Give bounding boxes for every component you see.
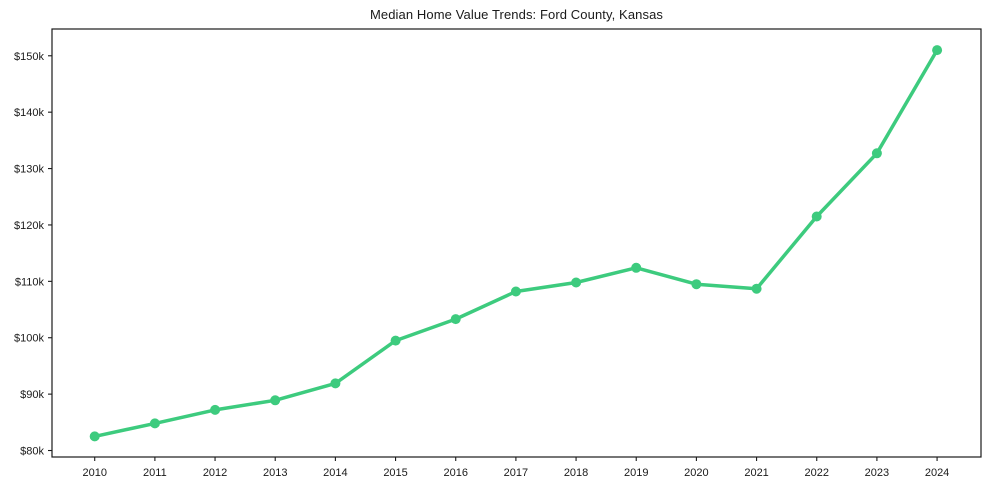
y-tick-label: $80k xyxy=(20,446,44,458)
data-point xyxy=(390,335,401,346)
x-tick-label: 2019 xyxy=(624,467,648,479)
x-tick-label: 2011 xyxy=(143,467,167,479)
data-point xyxy=(932,45,943,56)
data-point xyxy=(149,418,160,429)
y-tick-label: $100k xyxy=(14,333,44,345)
data-point xyxy=(691,279,702,290)
y-tick-label: $150k xyxy=(14,51,44,63)
data-point xyxy=(510,286,521,297)
data-point xyxy=(871,148,882,159)
x-tick-label: 2024 xyxy=(925,467,949,479)
y-tick-label: $120k xyxy=(14,220,44,232)
y-tick-label: $140k xyxy=(14,107,44,119)
x-tick-label: 2015 xyxy=(383,467,407,479)
x-tick-label: 2012 xyxy=(203,467,227,479)
data-point xyxy=(210,404,221,415)
data-point xyxy=(571,277,582,288)
series-line xyxy=(92,48,939,439)
x-tick-label: 2023 xyxy=(865,467,889,479)
plot-area xyxy=(51,28,982,458)
data-point xyxy=(270,395,281,406)
y-tick-label: $130k xyxy=(14,164,44,176)
data-point xyxy=(450,314,461,325)
x-tick-label: 2014 xyxy=(323,467,347,479)
data-point xyxy=(330,378,341,389)
data-point xyxy=(631,262,642,273)
y-tick-label: $110k xyxy=(15,276,45,288)
data-point xyxy=(89,431,100,442)
x-tick-label: 2016 xyxy=(443,467,467,479)
x-tick-label: 2020 xyxy=(684,467,708,479)
x-tick-label: 2013 xyxy=(263,467,287,479)
x-tick-label: 2018 xyxy=(564,467,588,479)
x-tick-label: 2017 xyxy=(504,467,528,479)
y-tick-label: $90k xyxy=(20,389,44,401)
chart-title: Median Home Value Trends: Ford County, K… xyxy=(369,7,664,22)
x-tick-label: 2010 xyxy=(82,467,106,479)
data-point xyxy=(811,211,822,222)
x-tick-label: 2021 xyxy=(744,467,768,479)
x-tick-label: 2022 xyxy=(804,467,828,479)
data-point xyxy=(751,283,762,294)
